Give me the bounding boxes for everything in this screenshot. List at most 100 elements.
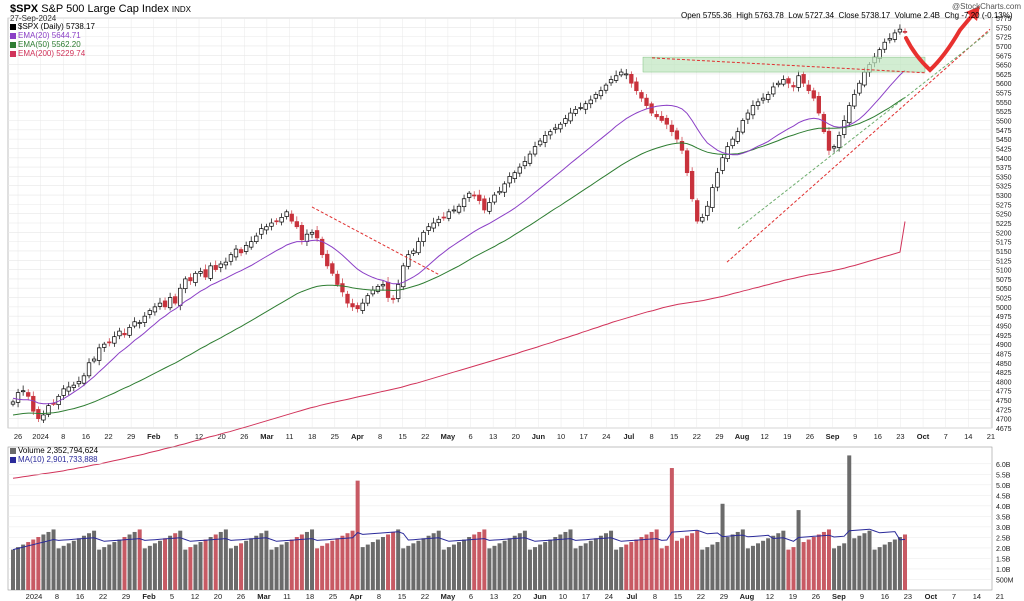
x-tick-label: Jul xyxy=(623,432,634,441)
volume-bar xyxy=(522,530,527,590)
volume-bar xyxy=(786,549,791,590)
candle xyxy=(451,209,457,212)
volume-bar xyxy=(735,531,740,590)
x-tick-label: 5 xyxy=(174,432,178,441)
volume-bar xyxy=(507,538,512,590)
exchange: INDX xyxy=(171,5,192,14)
candle xyxy=(497,190,502,194)
stockcharts-logo: @StockCharts.com xyxy=(952,2,1022,11)
x-tick-label: Apr xyxy=(351,432,364,441)
candle xyxy=(375,286,381,292)
volume-bar xyxy=(188,547,193,590)
candle xyxy=(537,140,543,146)
candle xyxy=(456,205,462,213)
volume-bar xyxy=(132,531,137,590)
volume-bar xyxy=(31,539,36,590)
legend-ema200-text: EMA(200) 5229.74 xyxy=(18,49,86,58)
x-tick-label: 20 xyxy=(512,432,520,441)
candle xyxy=(289,213,294,222)
candle xyxy=(781,79,786,85)
volume-bar xyxy=(228,548,233,590)
volume-bar xyxy=(598,535,603,590)
volume-bar xyxy=(325,543,330,590)
volume-bar xyxy=(720,503,725,590)
x-tick-label: 5 xyxy=(170,592,174,601)
x-tick-label: 9 xyxy=(860,592,864,601)
volume-bar xyxy=(472,534,477,590)
x-tick-label: 20 xyxy=(217,432,225,441)
candle xyxy=(350,303,355,308)
volume-bar xyxy=(375,539,380,590)
volume-bar xyxy=(249,538,254,590)
x-tick-label: 17 xyxy=(582,592,590,601)
candle xyxy=(674,130,680,140)
volume-bar xyxy=(593,538,598,590)
index-name: S&P 500 Large Cap Index xyxy=(41,3,169,15)
volume-bar xyxy=(244,540,249,590)
volume-bar xyxy=(761,540,766,590)
legend-swatch xyxy=(10,32,16,39)
candle xyxy=(441,216,446,219)
candle xyxy=(162,300,168,308)
volume-bar xyxy=(664,545,669,590)
volume-bar xyxy=(842,543,847,590)
x-tick-label: 19 xyxy=(789,592,797,601)
candle xyxy=(725,146,730,160)
candle xyxy=(512,172,517,179)
volume-bar xyxy=(380,537,385,590)
y-tick-label: 4.0B xyxy=(996,504,1011,511)
y-tick-label: 4950 xyxy=(996,324,1012,331)
open-value: 5755.36 xyxy=(702,11,732,20)
y-tick-label: 5025 xyxy=(996,296,1012,303)
volume-bar xyxy=(310,529,315,590)
x-tick-label: Aug xyxy=(735,432,750,441)
candle xyxy=(507,176,512,184)
volume-bar xyxy=(872,549,877,590)
volume-bar xyxy=(462,539,467,590)
y-tick-label: 3.5B xyxy=(996,514,1011,521)
high-label: High xyxy=(736,11,753,20)
legend-swatch xyxy=(10,41,16,48)
volume-bar xyxy=(421,538,426,590)
volume-bar xyxy=(208,537,213,590)
low-label: Low xyxy=(788,11,803,20)
volume-bar xyxy=(867,530,872,590)
candle xyxy=(689,170,695,200)
candle xyxy=(223,261,229,266)
y-tick-label: 5000 xyxy=(996,305,1012,312)
x-tick-label: 26 xyxy=(812,592,820,601)
x-tick-label: 13 xyxy=(489,432,497,441)
legend-volume: Volume 2,352,794,624 xyxy=(10,446,98,455)
volume-bar xyxy=(56,548,61,590)
volume-bar xyxy=(634,539,639,590)
x-tick-label: 18 xyxy=(308,432,316,441)
x-tick-label: 21 xyxy=(996,592,1004,601)
volume-bar xyxy=(122,537,127,590)
candle xyxy=(228,254,234,262)
volume-bar xyxy=(512,535,517,590)
volume-bar xyxy=(680,538,684,590)
volume-bar xyxy=(142,548,147,590)
candle xyxy=(390,298,396,300)
volume-bar xyxy=(345,533,350,590)
volume-bar xyxy=(76,538,81,590)
volume-bar xyxy=(659,548,664,590)
candle xyxy=(254,235,259,242)
close-label: Close xyxy=(838,11,859,20)
volume-bar xyxy=(654,529,659,590)
volume-bar xyxy=(745,548,750,590)
candle xyxy=(431,222,436,229)
candle xyxy=(659,115,664,121)
volume-bar xyxy=(36,537,41,590)
volume-bar xyxy=(457,542,461,590)
candle xyxy=(76,381,82,385)
candle xyxy=(147,310,152,315)
candle xyxy=(15,392,21,403)
volume-bar xyxy=(583,543,588,590)
candle xyxy=(173,296,178,304)
volume-bar xyxy=(705,547,710,590)
candle xyxy=(81,375,87,384)
candle xyxy=(836,135,842,148)
x-tick-label: 19 xyxy=(783,432,791,441)
volume-bar xyxy=(862,533,867,590)
